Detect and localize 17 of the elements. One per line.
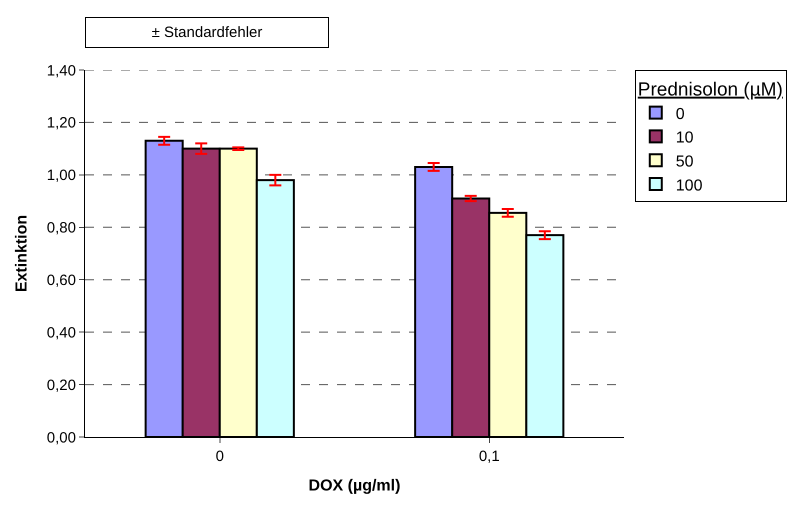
y-axis-title: Extinktion [14, 214, 31, 292]
y-tick-label: 1,20 [46, 114, 76, 132]
y-tick-label: 0,00 [46, 429, 76, 446]
y-tick-label: 0,60 [46, 272, 76, 289]
y-tick-label: 0,40 [46, 324, 76, 342]
y-tick-label: 1,40 [46, 62, 76, 80]
x-axis-title: DOX (µg/ml) [308, 478, 400, 495]
legend-label: 0 [676, 106, 685, 123]
y-tick-label: 1,00 [46, 167, 76, 184]
y-tick-label: 0,80 [46, 220, 76, 237]
legend-label: 10 [676, 130, 694, 147]
legend-label: 100 [676, 177, 703, 194]
text: ± Standardfehler [152, 24, 262, 41]
legend-title: Prednisolon (µM) [638, 80, 783, 101]
legend-label: 50 [676, 153, 694, 170]
y-tick-label: 0,20 [46, 376, 76, 394]
x-tick-label: 0,1 [478, 448, 500, 465]
